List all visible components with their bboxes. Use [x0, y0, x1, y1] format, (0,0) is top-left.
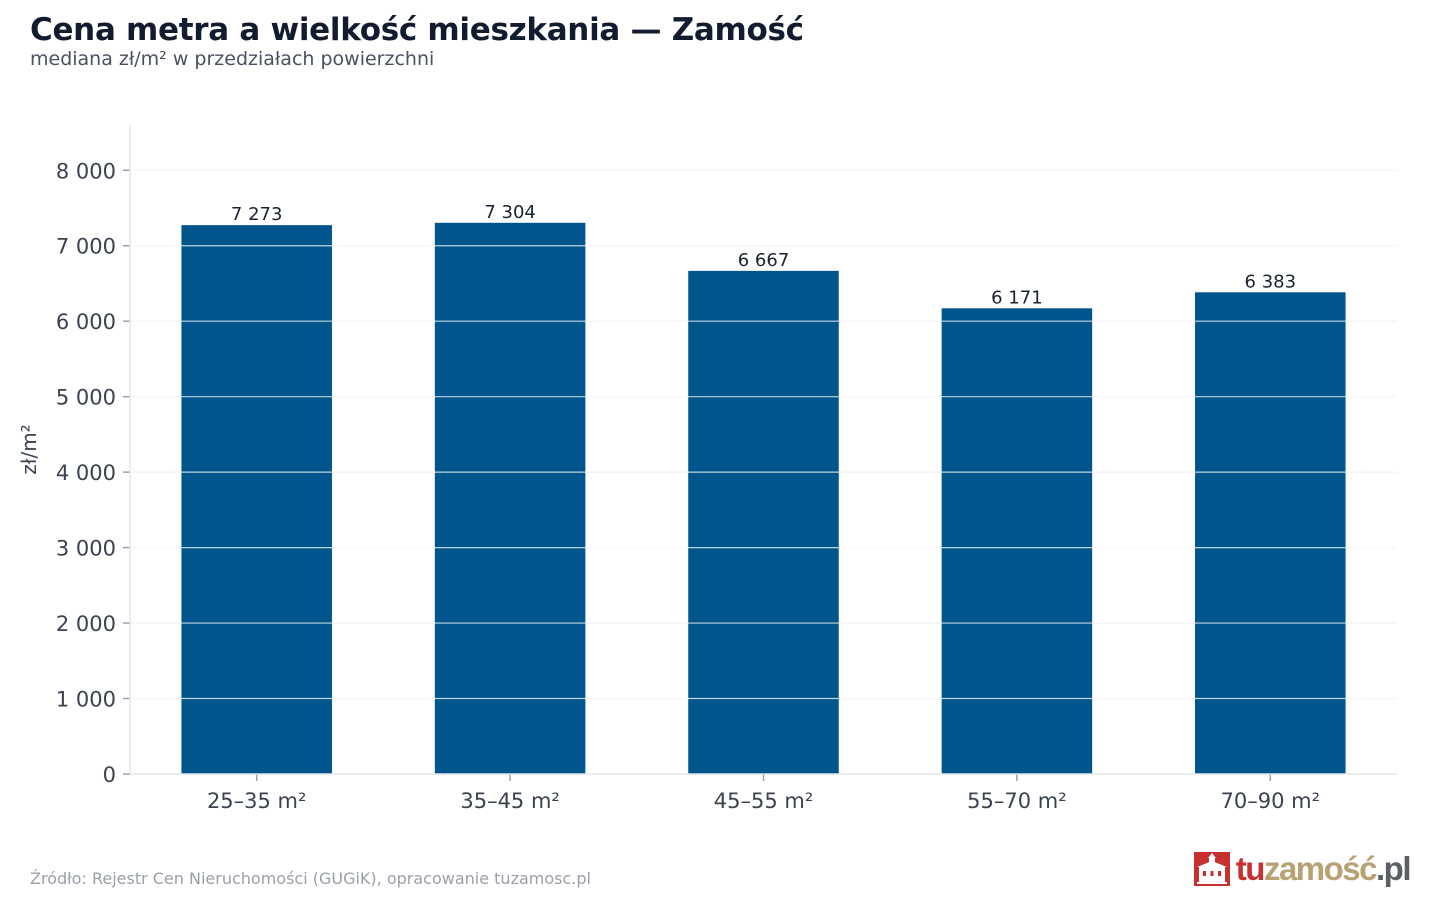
bar-value-label: 6 383: [1245, 271, 1297, 292]
y-tick-label: 1 000: [56, 688, 116, 712]
bar: [941, 308, 1093, 774]
bar: [1195, 292, 1346, 774]
chart-subtitle: mediana zł/m² w przedziałach powierzchni: [30, 48, 435, 70]
logo[interactable]: tuzamość.pl: [1193, 850, 1412, 887]
gridlines-over-bars: [130, 169, 1397, 700]
bar-value-label: 7 273: [231, 204, 283, 225]
x-tick-label: 70–90 m²: [1221, 789, 1321, 813]
bar-value-label: 7 304: [484, 202, 536, 223]
bar: [434, 222, 586, 774]
y-tick-label: 8 000: [56, 159, 116, 183]
bars: [181, 222, 1346, 774]
x-tick-label: 45–55 m²: [714, 789, 814, 813]
y-tick-label: 4 000: [56, 461, 116, 485]
x-tick-label: 25–35 m²: [207, 789, 307, 813]
x-tick-label: 35–45 m²: [460, 789, 560, 813]
bar: [688, 270, 839, 774]
bar: [181, 225, 332, 774]
y-tick-label: 5 000: [56, 386, 116, 410]
y-tick-label: 2 000: [56, 612, 116, 636]
x-tick-label: 55–70 m²: [967, 789, 1067, 813]
bar-value-label: 6 171: [991, 287, 1043, 308]
y-axis-title: zł/m²: [17, 424, 41, 474]
y-tick-label: 0: [103, 763, 116, 787]
y-tick-label: 7 000: [56, 235, 116, 259]
bar-value-labels: 7 273 7 304 6 667 6 171 6 383: [231, 202, 1296, 309]
source-note: Źródło: Rejestr Cen Nieruchomości (GUGiK…: [30, 869, 591, 888]
bar-value-label: 6 667: [738, 250, 790, 271]
axes: 0 1 000 2 000 3 000 4 000 5 000 6 000 7 000 8 00…: [56, 125, 1397, 813]
town-hall-icon: [1193, 852, 1230, 886]
logo-wordmark: tuzamość.pl: [1235, 850, 1412, 887]
y-tick-label: 6 000: [56, 310, 116, 334]
y-tick-label: 3 000: [56, 537, 116, 561]
chart-title: Cena metra a wielkość mieszkania — Zamoś…: [30, 12, 804, 48]
